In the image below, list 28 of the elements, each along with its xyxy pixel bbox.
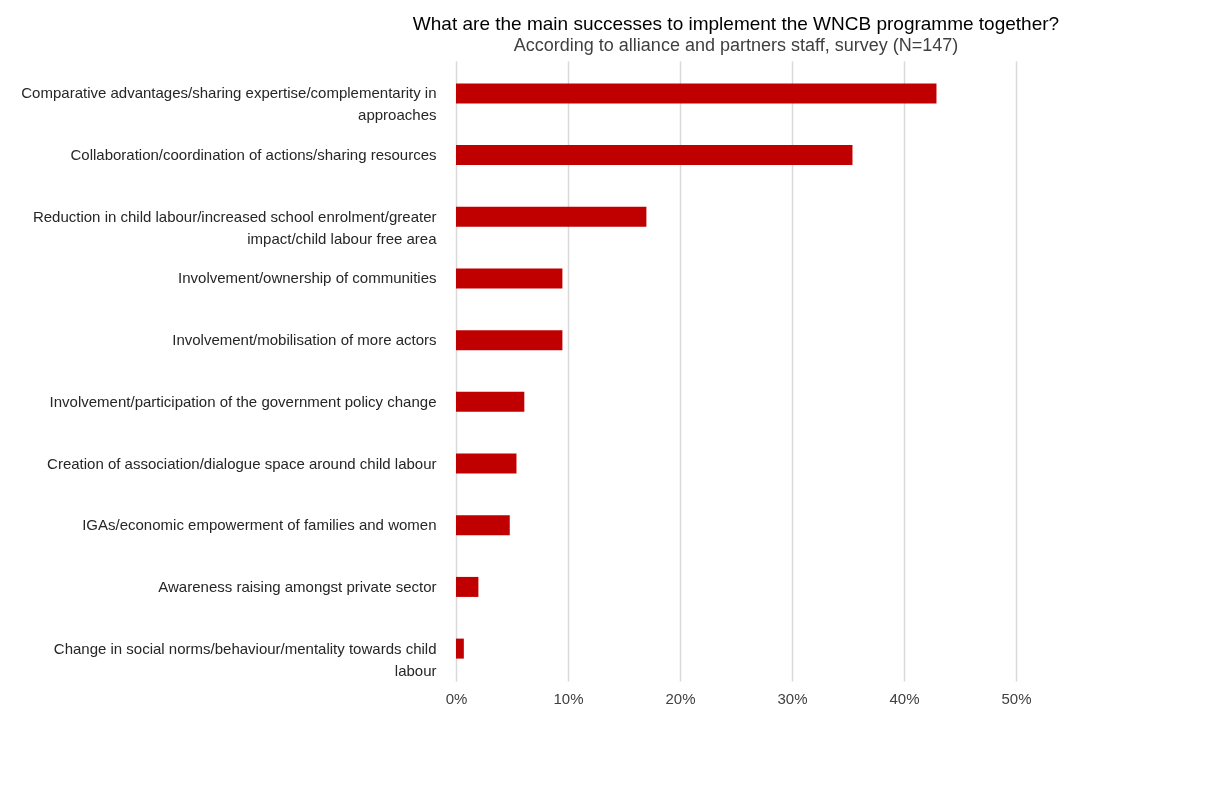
bar (456, 453, 517, 474)
y-tick-label: Awareness raising amongst private sector (158, 577, 437, 595)
bar (456, 576, 479, 597)
y-tick-label: Comparative advantages/sharing expertise/complementarity in approaches (21, 84, 437, 124)
bar (456, 145, 853, 166)
bar (456, 330, 563, 351)
x-tick-label: 20% (665, 689, 696, 707)
x-tick-label: 10% (553, 689, 584, 707)
bar (456, 206, 647, 227)
x-tick-label: 0% (445, 689, 468, 707)
y-tick-label: Creation of association/dialogue space around child labour (47, 454, 437, 472)
bar (456, 83, 937, 104)
chart-subtitle: According to alliance and partners staff, survey (N=147) (513, 35, 959, 55)
y-tick-label: Involvement/ownership of communities (178, 269, 437, 287)
x-tick-label: 30% (777, 689, 808, 707)
bar (456, 638, 464, 659)
bar (456, 268, 563, 289)
chart-title: What are the main successes to implement the WNCB programme together? (412, 13, 1060, 34)
bar (456, 515, 510, 536)
y-tick-label: Involvement/participation of the government policy change (49, 392, 437, 410)
bar (456, 391, 525, 412)
y-tick-label: Reduction in child labour/increased school enrolment/greater impact/child labour free area (32, 207, 438, 247)
y-tick-label: IGAs/economic empowerment of families and women (82, 516, 437, 534)
y-tick-label: Change in social norms/behaviour/mentality towards child labour (53, 639, 437, 679)
x-tick-label: 50% (1001, 689, 1032, 707)
x-tick-label: 40% (889, 689, 920, 707)
y-tick-label: Collaboration/coordination of actions/sharing resources (70, 146, 437, 164)
y-tick-label: Involvement/mobilisation of more actors (172, 331, 437, 349)
